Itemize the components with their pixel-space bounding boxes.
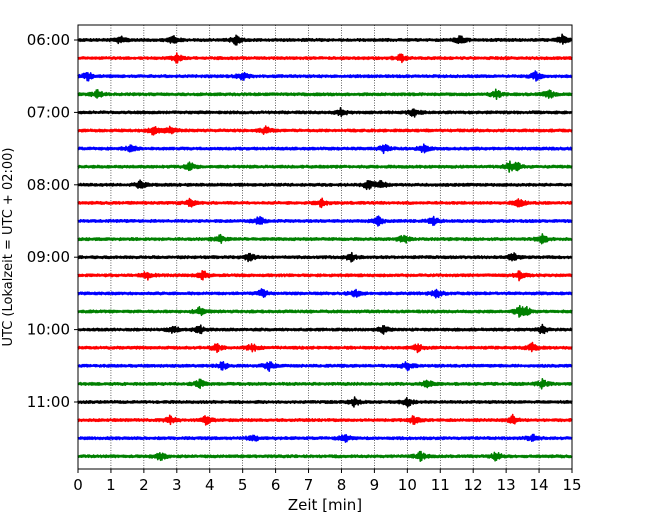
trace-1115 — [77, 413, 573, 426]
x-tick-label: 15 — [562, 476, 581, 494]
trace-0730 — [77, 143, 573, 155]
y-tick-label: 10:00 — [27, 321, 70, 339]
trace-0800 — [77, 179, 573, 191]
x-tick-label: 3 — [172, 476, 182, 494]
x-tick-label: 0 — [73, 476, 83, 494]
y-tick-label: 07:00 — [27, 103, 70, 121]
x-tick-label: 7 — [304, 476, 314, 494]
x-tick-label: 10 — [398, 476, 417, 494]
trace-0815 — [77, 197, 573, 209]
x-tick-label: 4 — [205, 476, 215, 494]
x-tick-label: 12 — [464, 476, 483, 494]
trace-0615 — [77, 52, 573, 64]
trace-0900 — [77, 251, 573, 263]
x-axis-ticks: 0 1 2 3 4 5 6 7 8 9 10 11 12 13 14 15 — [73, 469, 582, 494]
trace-0830 — [77, 215, 573, 227]
trace-1045 — [77, 378, 573, 390]
trace-1145 — [77, 450, 573, 462]
trace-0915 — [77, 270, 573, 282]
trace-0700 — [77, 106, 573, 118]
seismic-traces — [77, 33, 573, 462]
y-tick-label: 06:00 — [27, 31, 70, 49]
x-tick-label: 8 — [337, 476, 347, 494]
trace-0630 — [77, 70, 573, 82]
x-tick-label: 5 — [238, 476, 248, 494]
vertical-grid — [110, 25, 540, 469]
trace-0600 — [77, 33, 573, 46]
y-axis-ticks: 06:00 07:00 08:00 09:00 10:00 11:00 — [27, 31, 78, 411]
trace-1030 — [77, 361, 573, 373]
trace-0930 — [77, 288, 573, 299]
x-tick-label: 1 — [106, 476, 116, 494]
x-tick-label: 11 — [431, 476, 450, 494]
y-tick-label: 09:00 — [27, 248, 70, 266]
x-tick-label: 2 — [139, 476, 149, 494]
trace-0845 — [77, 233, 573, 245]
y-tick-label: 08:00 — [27, 176, 70, 194]
x-tick-label: 14 — [530, 476, 549, 494]
trace-1000 — [77, 323, 573, 335]
x-tick-label: 6 — [271, 476, 281, 494]
trace-1015 — [77, 341, 573, 354]
x-axis-label: Zeit [min] — [288, 496, 362, 514]
x-tick-label: 9 — [370, 476, 380, 494]
trace-1100 — [77, 396, 573, 408]
trace-0945 — [77, 304, 573, 318]
y-axis-label: UTC (Lokalzeit = UTC + 02:00) — [1, 148, 16, 347]
trace-0745 — [77, 160, 573, 173]
x-tick-label: 13 — [497, 476, 516, 494]
plot-frame — [77, 24, 573, 470]
trace-0645 — [77, 88, 573, 101]
trace-0715 — [77, 125, 573, 136]
y-tick-label: 11:00 — [27, 393, 70, 411]
trace-1130 — [77, 433, 573, 443]
